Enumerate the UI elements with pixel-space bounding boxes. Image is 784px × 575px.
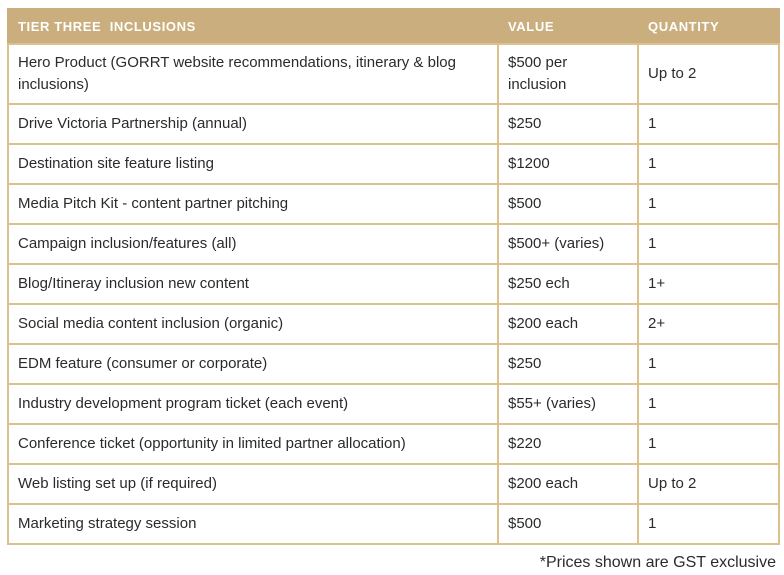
table-row: Social media content inclusion (organic)… xyxy=(7,303,780,345)
quantity-cell: 1 xyxy=(637,503,780,545)
value-cell: $500 per inclusion xyxy=(497,43,639,105)
value-cell: $220 xyxy=(497,423,639,465)
inclusion-cell: Drive Victoria Partnership (annual) xyxy=(7,103,499,145)
inclusion-cell: Conference ticket (opportunity in limite… xyxy=(7,423,499,465)
quantity-cell: 1 xyxy=(637,223,780,265)
quantity-cell: 1 xyxy=(637,343,780,385)
table-row: Conference ticket (opportunity in limite… xyxy=(7,423,780,465)
inclusion-cell: Media Pitch Kit - content partner pitchi… xyxy=(7,183,499,225)
quantity-cell: 2+ xyxy=(637,303,780,345)
table-row: Blog/Itineray inclusion new content $250 … xyxy=(7,263,780,305)
value-cell: $250 ech xyxy=(497,263,639,305)
inclusion-cell: EDM feature (consumer or corporate) xyxy=(7,343,499,385)
quantity-cell: 1 xyxy=(637,143,780,185)
value-cell: $500 xyxy=(497,503,639,545)
inclusion-cell: Marketing strategy session xyxy=(7,503,499,545)
table-row: Marketing strategy session $500 1 xyxy=(7,503,780,545)
table-row: Destination site feature listing $1200 1 xyxy=(7,143,780,185)
value-cell: $200 each xyxy=(497,303,639,345)
value-cell: $500+ (varies) xyxy=(497,223,639,265)
header-row: TIER THREE INCLUSIONS VALUE QUANTITY xyxy=(7,8,780,45)
inclusion-cell: Industry development program ticket (eac… xyxy=(7,383,499,425)
value-cell: $250 xyxy=(497,103,639,145)
table-row: Drive Victoria Partnership (annual) $250 1 xyxy=(7,103,780,145)
quantity-cell: 1 xyxy=(637,103,780,145)
table-row: Media Pitch Kit - content partner pitchi… xyxy=(7,183,780,225)
quantity-cell: Up to 2 xyxy=(637,43,780,105)
table-body: Hero Product (GORRT website recommendati… xyxy=(7,43,780,545)
value-cell: $500 xyxy=(497,183,639,225)
table-header: TIER THREE INCLUSIONS VALUE QUANTITY xyxy=(7,8,780,45)
inclusion-cell: Social media content inclusion (organic) xyxy=(7,303,499,345)
inclusion-cell: Destination site feature listing xyxy=(7,143,499,185)
gst-footnote: *Prices shown are GST exclusive xyxy=(539,554,776,571)
table-row: EDM feature (consumer or corporate) $250 1 xyxy=(7,343,780,385)
inclusion-cell: Campaign inclusion/features (all) xyxy=(7,223,499,265)
inclusion-cell: Hero Product (GORRT website recommendati… xyxy=(7,43,499,105)
inclusion-cell: Blog/Itineray inclusion new content xyxy=(7,263,499,305)
quantity-cell: 1+ xyxy=(637,263,780,305)
column-header-value: VALUE xyxy=(497,8,639,45)
quantity-cell: Up to 2 xyxy=(637,463,780,505)
value-cell: $200 each xyxy=(497,463,639,505)
table-row: Industry development program ticket (eac… xyxy=(7,383,780,425)
value-cell: $1200 xyxy=(497,143,639,185)
inclusion-cell: Web listing set up (if required) xyxy=(7,463,499,505)
table-row: Campaign inclusion/features (all) $500+ (… xyxy=(7,223,780,265)
column-header-inclusions: TIER THREE INCLUSIONS xyxy=(7,8,499,45)
value-cell: $250 xyxy=(497,343,639,385)
value-cell: $55+ (varies) xyxy=(497,383,639,425)
column-header-quantity: QUANTITY xyxy=(637,8,780,45)
quantity-cell: 1 xyxy=(637,183,780,225)
quantity-cell: 1 xyxy=(637,383,780,425)
table-row: Web listing set up (if required) $200 eac… xyxy=(7,463,780,505)
table-row: Hero Product (GORRT website recommendati… xyxy=(7,43,780,105)
tier-three-inclusions-table: TIER THREE INCLUSIONS VALUE QUANTITY Her… xyxy=(7,8,780,545)
quantity-cell: 1 xyxy=(637,423,780,465)
